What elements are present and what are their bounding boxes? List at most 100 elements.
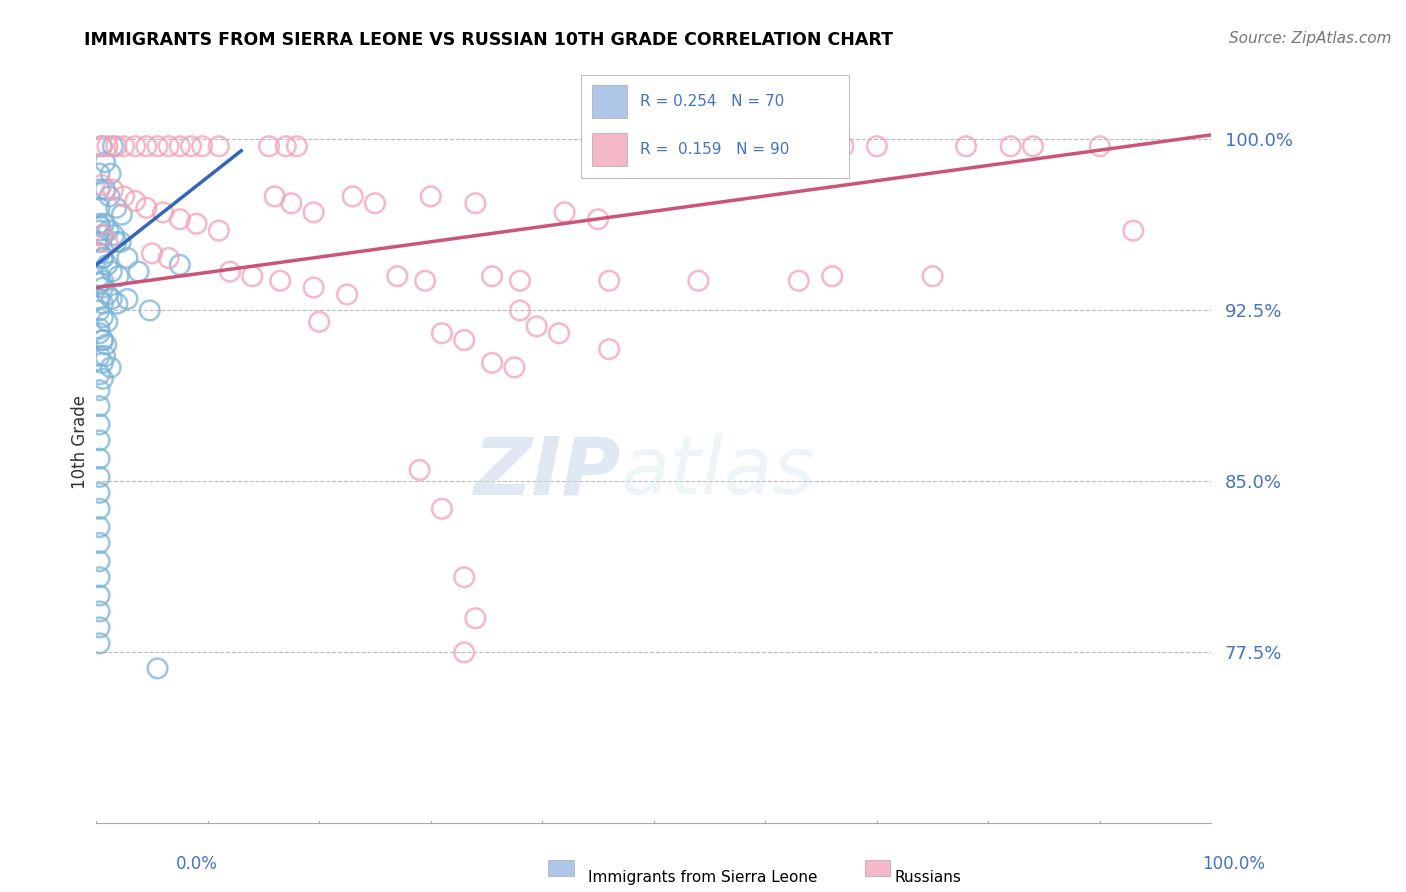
Point xyxy=(269,274,291,288)
Point xyxy=(1088,139,1111,153)
Point xyxy=(509,274,531,288)
Point xyxy=(609,139,631,153)
Point xyxy=(89,554,111,568)
Point xyxy=(100,167,122,181)
Point xyxy=(91,280,114,294)
Point xyxy=(141,246,163,260)
Point xyxy=(97,224,120,238)
Point xyxy=(91,310,114,325)
Point xyxy=(413,274,436,288)
Point xyxy=(94,349,117,363)
Point xyxy=(105,296,128,310)
Point xyxy=(654,139,676,153)
Point xyxy=(105,139,128,153)
Point xyxy=(89,217,111,231)
Point xyxy=(96,258,118,272)
Point xyxy=(124,139,146,153)
Point xyxy=(169,212,191,227)
Point xyxy=(1022,139,1045,153)
Point xyxy=(408,463,430,477)
Point xyxy=(98,189,121,203)
Point xyxy=(866,139,889,153)
Point xyxy=(481,269,503,284)
Point xyxy=(89,536,111,550)
Point xyxy=(107,269,129,284)
Point xyxy=(481,356,503,370)
Point xyxy=(89,246,111,260)
Point xyxy=(89,570,111,584)
Point xyxy=(302,205,325,219)
Point xyxy=(721,139,744,153)
Point xyxy=(89,269,111,284)
Point xyxy=(100,360,122,375)
Point xyxy=(586,212,609,227)
Point xyxy=(89,520,111,534)
Point xyxy=(117,292,139,306)
Point xyxy=(89,470,111,484)
Point xyxy=(91,296,114,310)
Point xyxy=(169,258,191,272)
Point xyxy=(336,287,359,301)
Point xyxy=(208,139,231,153)
Text: IMMIGRANTS FROM SIERRA LEONE VS RUSSIAN 10TH GRADE CORRELATION CHART: IMMIGRANTS FROM SIERRA LEONE VS RUSSIAN … xyxy=(84,31,893,49)
Point xyxy=(94,155,117,169)
Point xyxy=(387,269,409,284)
Point xyxy=(1122,224,1144,238)
Point xyxy=(89,219,111,233)
Point xyxy=(91,333,114,347)
Point xyxy=(699,139,721,153)
Point xyxy=(96,337,118,351)
Point xyxy=(96,287,118,301)
Point xyxy=(787,274,810,288)
Point xyxy=(91,251,114,265)
Point xyxy=(631,139,654,153)
Point xyxy=(89,292,111,306)
Point xyxy=(665,139,688,153)
Point xyxy=(308,315,330,329)
Point xyxy=(101,292,124,306)
Point xyxy=(191,139,214,153)
Point xyxy=(89,501,111,516)
Point xyxy=(103,228,125,243)
Point xyxy=(110,235,132,249)
Point xyxy=(96,139,118,153)
Point xyxy=(676,139,699,153)
Point xyxy=(146,661,169,675)
Point xyxy=(548,326,571,341)
Point xyxy=(89,434,111,448)
Point xyxy=(89,276,111,290)
Point xyxy=(89,451,111,466)
Point xyxy=(89,417,111,432)
Text: 100.0%: 100.0% xyxy=(1202,855,1265,872)
Point xyxy=(93,217,115,231)
Point xyxy=(91,228,114,243)
Point xyxy=(955,139,977,153)
Point xyxy=(263,189,285,203)
Point xyxy=(89,368,111,382)
Point xyxy=(101,265,124,279)
Point xyxy=(430,326,453,341)
Point xyxy=(89,486,111,500)
Point xyxy=(240,269,263,284)
Point xyxy=(117,251,139,265)
Point xyxy=(146,139,169,153)
Point xyxy=(688,139,710,153)
Point xyxy=(643,139,665,153)
Point xyxy=(453,333,475,347)
Point xyxy=(89,589,111,603)
Point xyxy=(152,205,174,219)
Text: Source: ZipAtlas.com: Source: ZipAtlas.com xyxy=(1229,31,1392,46)
Point xyxy=(821,269,844,284)
Point xyxy=(89,235,111,249)
Point xyxy=(112,139,135,153)
Point xyxy=(180,139,202,153)
Text: atlas: atlas xyxy=(620,434,815,511)
Point xyxy=(342,189,364,203)
Point xyxy=(620,139,643,153)
Point xyxy=(128,265,150,279)
Point xyxy=(453,645,475,659)
Point xyxy=(688,274,710,288)
Point xyxy=(101,183,124,197)
Point xyxy=(96,235,118,249)
Point xyxy=(257,139,280,153)
